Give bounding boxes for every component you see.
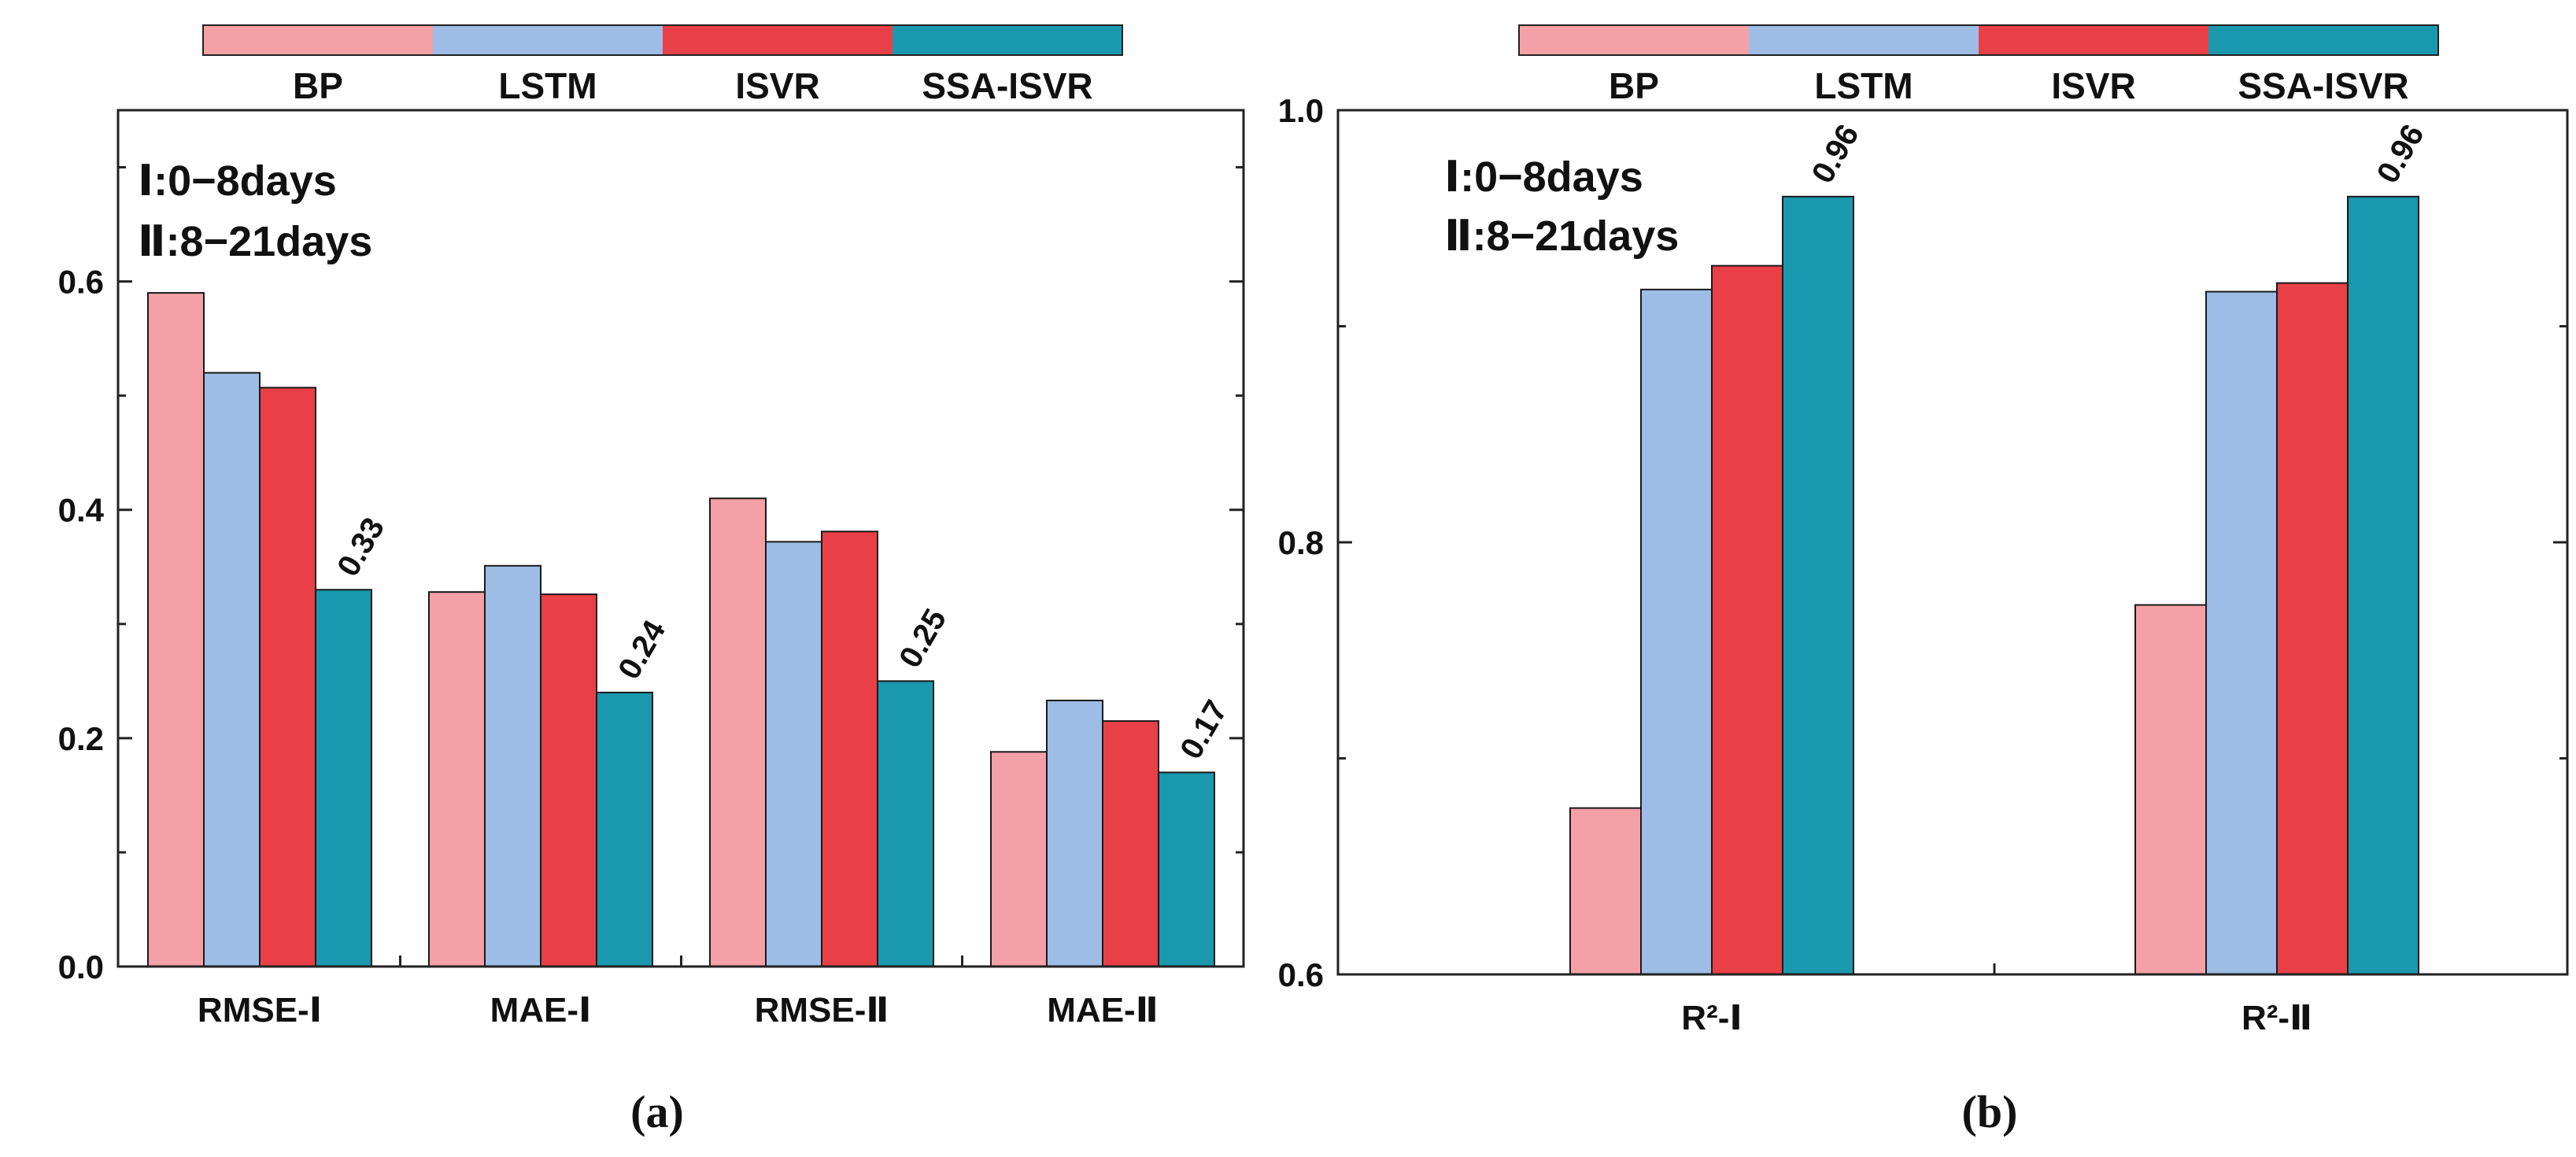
y-tick-label-2: 1.0 [1278,92,1324,129]
panel-a: BP LSTM ISVR SSA-ISVR 0.33 RMSE-Ⅰ 0.24 MAE-Ⅰ 0.2… [58,24,1245,1137]
legend-swatch-bp [1519,25,1749,55]
legend-label-lstm: LSTM [1814,65,1913,106]
legend-frame [202,24,1123,56]
legend-label-bp: BP [293,65,343,106]
bar-lstm-1 [2205,290,2278,975]
bar-bp-0 [147,292,205,967]
value-label-1: 0.96 [2371,119,2431,189]
y-tick-label-3: 0.6 [58,264,104,301]
bar-bp-0 [1569,807,1642,976]
y-tick-label-1: 0.8 [1278,524,1324,561]
legend-label-bp: BP [1609,65,1659,106]
legend-swatch-bp [203,25,433,55]
legend-label-lstm: LSTM [498,65,597,106]
legend-swatch-isvr [1979,25,2208,55]
value-label-2: 0.25 [893,603,953,673]
panel-label: (b) [1962,1086,2018,1137]
bar-ssa-isvr-3 [1158,771,1215,967]
legend-swatch-lstm [433,25,663,55]
legend-frame [1518,24,2439,56]
bar-ssa-isvr-2 [877,680,934,967]
legend-swatch-ssa-isvr [893,25,1122,55]
category-label-0: RMSE-Ⅰ [198,991,322,1029]
value-label-0: 0.33 [331,512,391,582]
value-label-1: 0.24 [612,614,672,685]
bar-ssa-isvr-0 [315,589,372,968]
bar-isvr-0 [1711,264,1783,975]
y-tick-label-1: 0.2 [58,720,104,757]
legend-label-isvr: ISVR [2051,65,2135,106]
y-tick-label-2: 0.4 [58,492,105,529]
legend-swatch-lstm [1749,25,1979,55]
bar-isvr-2 [821,530,878,967]
category-label-2: RMSE-Ⅱ [755,991,889,1029]
bar-lstm-0 [1640,288,1713,975]
bar-lstm-0 [203,371,261,967]
category-label-1: R²-Ⅱ [2242,999,2312,1037]
bar-ssa-isvr-1 [2347,195,2419,976]
bar-bp-1 [2134,604,2207,975]
legend-swatch-isvr [663,25,893,55]
panel-b: BP LSTM ISVR SSA-ISVR 0.96 R²-Ⅰ 0.96 R²-Ⅱ 0.6 0.8… [1278,24,2569,1137]
bar-ssa-isvr-1 [596,691,653,968]
bar-bp-2 [709,497,767,967]
category-label-0: R²-Ⅰ [1681,999,1742,1037]
legend-label-ssa-isvr: SSA-ISVR [2238,65,2408,106]
annotation-0: Ⅰ:0−8days [138,157,337,205]
value-label-0: 0.96 [1805,119,1866,189]
plot-frame [116,109,1245,968]
panel-label: (a) [630,1086,684,1137]
bar-bp-1 [428,591,486,967]
category-label-1: MAE-Ⅰ [490,991,592,1029]
bar-isvr-0 [259,386,316,967]
bar-lstm-2 [765,541,822,967]
annotation-1: Ⅱ:8−21days [138,218,372,265]
y-tick-label-0: 0.6 [1278,956,1324,993]
legend-swatch-ssa-isvr [2208,25,2438,55]
y-tick-label-0: 0.0 [58,948,104,985]
bar-isvr-1 [540,593,597,967]
bar-isvr-3 [1102,720,1159,968]
bar-isvr-1 [2276,282,2349,976]
category-label-3: MAE-Ⅱ [1047,991,1158,1029]
legend-label-isvr: ISVR [735,65,819,106]
bar-ssa-isvr-0 [1782,195,1854,976]
bar-lstm-1 [484,564,541,967]
annotation-1: Ⅱ:8−21days [1444,213,1679,260]
bar-bp-3 [990,751,1048,967]
annotation-0: Ⅰ:0−8days [1444,153,1643,201]
value-label-3: 0.17 [1173,694,1234,764]
bar-lstm-3 [1046,699,1103,968]
legend-label-ssa-isvr: SSA-ISVR [922,65,1092,106]
